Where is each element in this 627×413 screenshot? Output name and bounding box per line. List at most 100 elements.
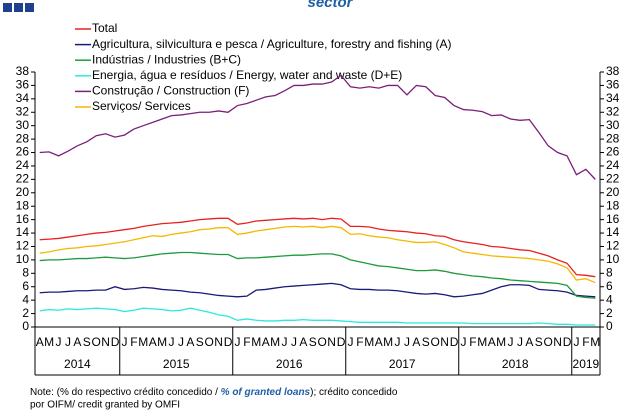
x-tick-label: S (83, 335, 91, 349)
y-tick-label: 0 (606, 319, 613, 333)
x-tick-label: D (111, 335, 120, 349)
x-tick-label: N (553, 335, 562, 349)
y-tick-label: 2 (606, 306, 613, 320)
series-line (39, 251, 596, 299)
y-tick-label: 6 (22, 279, 29, 293)
x-tick-label: N (214, 335, 223, 349)
x-tick-label: M (251, 335, 261, 349)
x-tick-label: J (169, 335, 175, 349)
x-tick-label: A (149, 335, 157, 349)
y-tick-label: 38 (606, 64, 620, 78)
legend-label: Agricultura, silvicultura e pesca / Agri… (92, 37, 451, 51)
x-tick-label: J (508, 335, 514, 349)
legend-label: Total (92, 21, 117, 35)
x-tick-label: J (234, 335, 240, 349)
y-tick-label: 14 (16, 225, 30, 239)
x-tick-label: S (422, 335, 430, 349)
x-tick-label: J (573, 335, 579, 349)
note: por OIFM/ credit granted by OMFI (30, 400, 180, 411)
y-tick-label: 36 (606, 78, 620, 92)
note-part: ); crédito concedido (310, 387, 398, 398)
x-tick-label: N (440, 335, 449, 349)
y-tick-label: 28 (16, 131, 30, 145)
x-tick-label: S (535, 335, 543, 349)
x-tick-label: A (36, 335, 44, 349)
x-tick-label: F (356, 335, 363, 349)
y-tick-label: 12 (16, 239, 30, 253)
y-tick-label: 30 (16, 118, 30, 132)
y-tick-label: 26 (606, 145, 620, 159)
y-tick-label: 22 (16, 172, 30, 186)
year-label: 2017 (389, 357, 416, 371)
y-tick-label: 24 (16, 158, 30, 172)
x-tick-label: A (375, 335, 383, 349)
chart-title: sector (307, 0, 353, 11)
x-tick-label: F (130, 335, 137, 349)
series-line (39, 282, 596, 298)
x-tick-label: S (309, 335, 317, 349)
y-tick-label: 2 (22, 306, 29, 320)
x-tick-label: M (383, 335, 393, 349)
x-tick-label: M (364, 335, 374, 349)
x-tick-label: A (412, 335, 420, 349)
x-tick-label: J (404, 335, 410, 349)
y-tick-label: 24 (606, 158, 620, 172)
y-tick-label: 18 (606, 198, 620, 212)
legend-label: Construção / Construction (F) (92, 84, 249, 98)
x-tick-label: J (65, 335, 71, 349)
y-tick-label: 34 (16, 91, 30, 105)
logo-square (25, 3, 34, 12)
logo-square (3, 3, 12, 12)
y-tick-label: 22 (606, 172, 620, 186)
year-label: 2015 (163, 357, 190, 371)
y-tick-label: 8 (606, 265, 613, 279)
year-label: 2016 (276, 357, 303, 371)
y-tick-label: 8 (22, 265, 29, 279)
note: Note: (% do respectivo crédito concedido… (30, 387, 398, 398)
y-tick-label: 4 (22, 292, 29, 306)
x-tick-label: O (205, 335, 214, 349)
x-tick-label: O (92, 335, 101, 349)
x-tick-label: N (327, 335, 336, 349)
x-tick-label: A (73, 335, 81, 349)
x-tick-label: M (157, 335, 167, 349)
x-tick-label: O (318, 335, 327, 349)
year-label: 2014 (64, 357, 91, 371)
x-tick-label: F (243, 335, 250, 349)
x-tick-label: O (544, 335, 553, 349)
x-tick-label: J (347, 335, 353, 349)
x-tick-label: D (337, 335, 346, 349)
x-tick-label: A (186, 335, 194, 349)
y-tick-label: 10 (606, 252, 620, 266)
x-tick-label: J (282, 335, 288, 349)
y-tick-label: 28 (606, 131, 620, 145)
y-tick-label: 30 (606, 118, 620, 132)
y-tick-label: 0 (22, 319, 29, 333)
x-tick-label: A (488, 335, 496, 349)
x-tick-label: J (121, 335, 127, 349)
x-tick-label: M (590, 335, 600, 349)
legend-label: Energia, água e resíduos / Energy, water… (92, 68, 402, 82)
x-tick-label: A (525, 335, 533, 349)
x-tick-label: A (299, 335, 307, 349)
x-tick-label: J (291, 335, 297, 349)
x-tick-label: M (138, 335, 148, 349)
y-tick-label: 32 (16, 104, 30, 118)
y-tick-label: 16 (16, 212, 30, 226)
x-tick-label: D (450, 335, 459, 349)
y-tick-label: 20 (16, 185, 30, 199)
x-tick-label: S (196, 335, 204, 349)
year-label: 2018 (502, 357, 529, 371)
y-tick-label: 6 (606, 279, 613, 293)
x-tick-label: N (101, 335, 110, 349)
note-part: Note: (% do respectivo crédito concedido… (30, 387, 221, 398)
x-tick-label: J (517, 335, 523, 349)
x-tick-label: M (477, 335, 487, 349)
x-tick-label: J (178, 335, 184, 349)
y-tick-label: 12 (606, 239, 620, 253)
year-label: 2019 (573, 357, 600, 371)
y-tick-label: 14 (606, 225, 620, 239)
y-tick-label: 10 (16, 252, 30, 266)
x-tick-label: J (460, 335, 466, 349)
